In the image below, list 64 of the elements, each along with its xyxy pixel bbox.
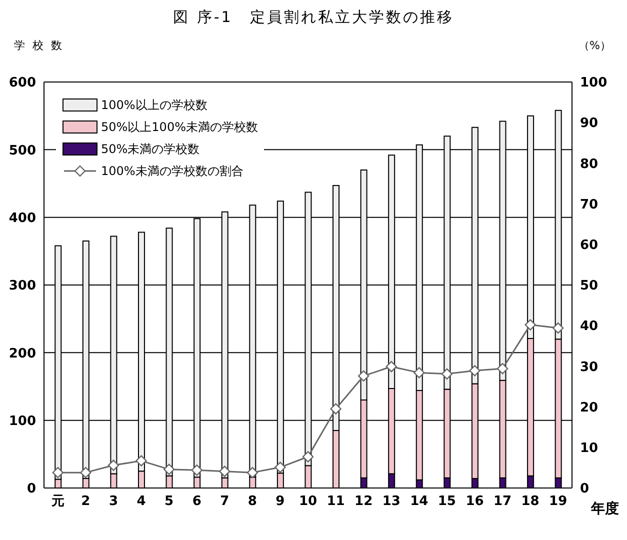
point [246,466,258,478]
y2-tick-label: 100 [580,76,608,91]
y-tick-label: 600 [8,76,36,91]
x-tick-label: 3 [108,494,118,510]
x-tick-label: 6 [192,494,202,510]
x-tick-label: 5 [164,494,174,510]
x-tick-label: 8 [248,494,257,510]
legend-label: 100%未満の学校数の割合 [101,162,244,180]
x-tick-label: 14 [410,494,428,510]
y2-tick-label: 60 [580,238,598,254]
y-tick-label: 0 [26,482,36,497]
y2-tick-label: 90 [580,116,598,132]
point [219,466,230,477]
y2-tick-label: 20 [580,400,598,416]
point [552,322,564,334]
x-tick-label: 13 [382,494,400,510]
point [386,361,397,372]
point [524,319,536,330]
y2-tick-label: 10 [580,441,598,456]
x-tick-label: 2 [81,494,90,510]
y-tick-label: 200 [8,346,36,362]
point [108,460,120,471]
point [163,464,175,475]
point [330,403,342,414]
x-tick-label: 9 [276,494,285,510]
y-tick-label: 300 [8,278,36,294]
text: 学 校 数 [14,38,64,53]
x-tick-label: 15 [438,494,456,510]
x-tick-label: 16 [466,494,484,510]
x-tick-label: 18 [521,494,540,510]
point [302,451,314,462]
x-tick-label: 元 [50,494,64,510]
y-tick-label: 100 [8,414,36,429]
x-tick-label: 17 [493,494,512,510]
x-tick-label: 4 [136,494,146,510]
legend-label: 50%以上100%未満の学校数 [101,118,258,136]
point [414,367,425,378]
point [191,464,202,476]
point [136,455,147,466]
y2-tick-label: 70 [580,197,598,212]
y2-tick-label: 0 [580,482,590,497]
point [441,368,453,380]
x-axis-title: 年度 [591,500,619,518]
y-tick-label: 400 [8,210,36,226]
point [274,462,286,473]
point [358,370,370,382]
y-tick-label: 500 [8,143,36,158]
y2-axis-title: （%） [578,38,611,53]
y2-tick-label: 80 [580,156,598,172]
x-tick-label: 19 [549,494,568,510]
point [80,466,92,478]
point [469,365,480,376]
x-tick-label: 11 [326,494,345,510]
x-tick-label: 10 [298,494,318,510]
legend-label: 100%以上の学校数 [101,96,208,114]
chart-title: 図 序-1 定員割れ私立大学数の推移 [172,8,455,27]
y2-tick-label: 40 [580,319,598,334]
y2-tick-label: 50 [580,278,598,294]
point [52,466,64,478]
x-tick-label: 7 [220,494,230,510]
x-tick-label: 12 [354,494,373,510]
legend-label: 50%未満の学校数 [101,140,200,158]
point [496,363,508,374]
y2-tick-label: 30 [580,360,598,375]
